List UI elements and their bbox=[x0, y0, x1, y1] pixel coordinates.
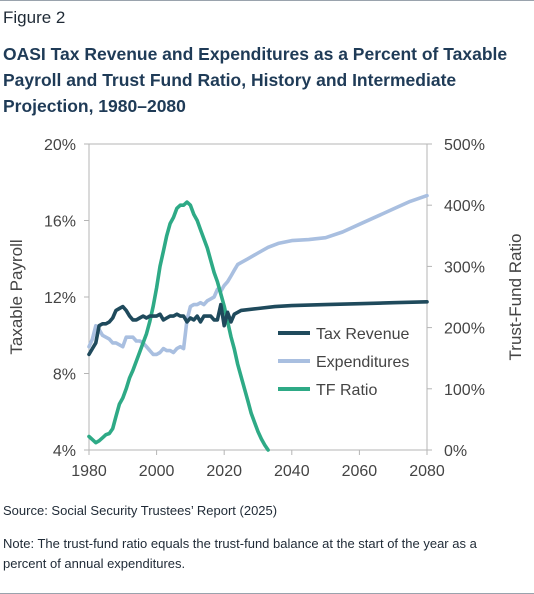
y-tick-label: 8% bbox=[53, 367, 76, 384]
y-axis-left: 4% 8% 12% 16% 20% bbox=[44, 137, 89, 460]
figure-label: Figure 2 bbox=[3, 8, 66, 27]
y2-tick-label: 300% bbox=[444, 259, 485, 276]
legend-label: TF Ratio bbox=[316, 382, 377, 399]
y2-tick-label: 0% bbox=[444, 443, 467, 460]
plot-frame bbox=[88, 143, 428, 451]
source-note: Source: Social Security Trustees’ Report… bbox=[3, 503, 278, 518]
x-tick-label: 1980 bbox=[71, 463, 107, 480]
legend-label: Expenditures bbox=[316, 354, 409, 371]
legend-label: Tax Revenue bbox=[316, 326, 409, 343]
x-tick-label: 2020 bbox=[206, 463, 242, 480]
x-tick-label: 2060 bbox=[342, 463, 378, 480]
y2-tick-label: 200% bbox=[444, 321, 485, 338]
x-axis: 1980 2000 2020 2040 2060 2080 bbox=[71, 450, 445, 480]
series-line-tax-revenue bbox=[87, 299, 429, 357]
series-line-tf-ratio bbox=[87, 200, 270, 452]
x-tick-label: 2000 bbox=[139, 463, 175, 480]
y2-tick-label: 100% bbox=[444, 382, 485, 399]
y-tick-label: 4% bbox=[53, 443, 76, 460]
y2-axis-label: Trust-Fund Ratio bbox=[506, 234, 525, 361]
y-tick-label: 12% bbox=[44, 290, 76, 307]
x-tick-label: 2040 bbox=[274, 463, 310, 480]
chart: 1980 2000 2020 2040 2060 2080 4% 8% 12% 16% 20% 0… bbox=[7, 137, 525, 480]
series-lines bbox=[87, 193, 429, 452]
y-tick-label: 20% bbox=[44, 137, 76, 154]
legend: Tax Revenue Expenditures TF Ratio bbox=[278, 326, 409, 399]
x-tick-label: 2080 bbox=[409, 463, 445, 480]
y-tick-label: 16% bbox=[44, 214, 76, 231]
top-rule bbox=[0, 0, 534, 1]
y2-tick-label: 400% bbox=[444, 198, 485, 215]
footnote: Note: The trust-fund ratio equals the tr… bbox=[3, 536, 477, 571]
y-axis-right: 0% 100% 200% 300% 400% 500% bbox=[427, 137, 485, 460]
y-axis-label: Taxable Payroll bbox=[7, 239, 26, 354]
y2-tick-label: 500% bbox=[444, 137, 485, 154]
chart-title: OASI Tax Revenue and Expenditures as a P… bbox=[3, 44, 508, 116]
